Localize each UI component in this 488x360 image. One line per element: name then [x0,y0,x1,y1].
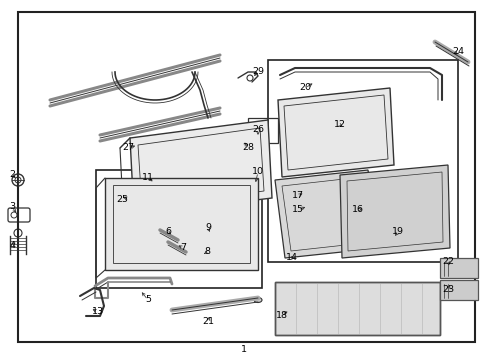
Text: 23: 23 [441,285,453,294]
Text: 28: 28 [242,144,253,153]
Circle shape [205,226,214,234]
Polygon shape [105,178,258,270]
Bar [439,280,477,300]
Ellipse shape [253,297,262,302]
Circle shape [200,248,207,256]
Text: 21: 21 [202,318,214,327]
Text: 20: 20 [298,84,310,93]
Polygon shape [278,88,393,177]
Text: 1: 1 [241,346,246,355]
Text: 10: 10 [251,167,264,176]
Text: 29: 29 [251,68,264,77]
Text: 22: 22 [441,257,453,266]
Text: 9: 9 [204,224,210,233]
Text: 4: 4 [9,240,15,249]
Text: 11: 11 [142,174,154,183]
Text: 17: 17 [291,192,304,201]
Bar [267,60,457,262]
Bar [96,170,262,288]
Text: 2: 2 [9,171,15,180]
Polygon shape [130,120,271,215]
Polygon shape [339,165,449,258]
Text: 27: 27 [122,144,134,153]
Text: 5: 5 [145,296,151,305]
Text: 8: 8 [203,248,209,256]
Text: 13: 13 [92,307,104,316]
Bar [247,118,278,143]
Bar [439,258,477,278]
Bar [274,282,439,335]
Text: 16: 16 [351,206,363,215]
Polygon shape [274,170,379,258]
Text: 24: 24 [451,48,463,57]
Text: 14: 14 [285,253,297,262]
Text: 15: 15 [291,206,304,215]
Text: 19: 19 [391,228,403,237]
Text: 3: 3 [9,202,15,211]
Text: 26: 26 [251,126,264,135]
Text: 6: 6 [164,228,171,237]
FancyBboxPatch shape [386,229,408,241]
Text: 7: 7 [180,243,185,252]
Text: 18: 18 [275,310,287,320]
Text: 12: 12 [333,121,346,130]
Text: 25: 25 [116,195,128,204]
Polygon shape [274,282,439,335]
